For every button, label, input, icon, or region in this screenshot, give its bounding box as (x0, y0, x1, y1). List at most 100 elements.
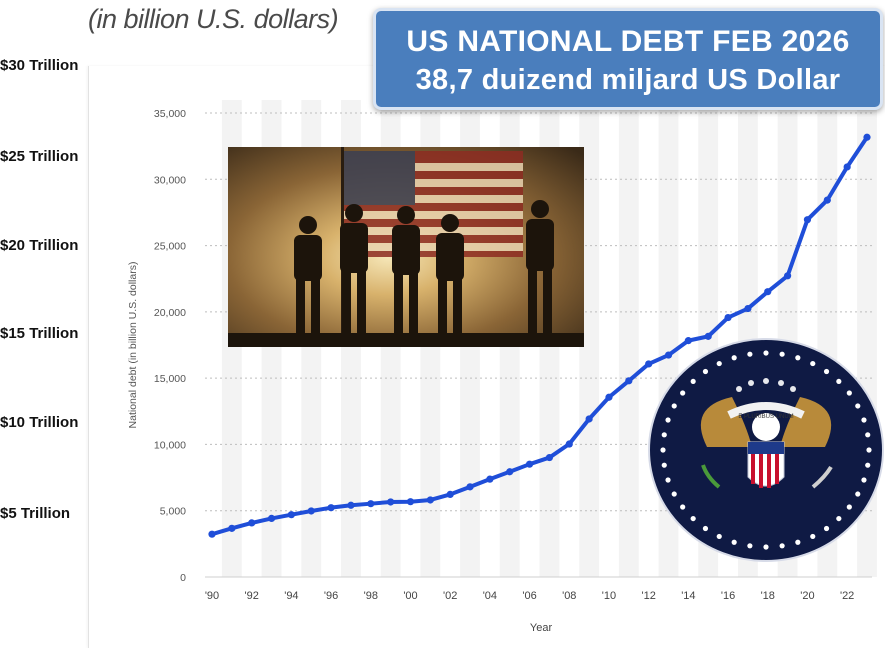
x-tick-label: '10 (602, 590, 616, 602)
seal-star (731, 355, 737, 361)
trillion-label-20: $20 Trillion (0, 237, 79, 254)
y-tick-label: 30,000 (154, 174, 186, 186)
data-point (406, 498, 415, 506)
data-point (267, 514, 276, 523)
data-point (803, 216, 812, 224)
x-tick-label: '18 (761, 590, 775, 602)
headline-banner: US NATIONAL DEBT FEB 2026 38,7 duizend m… (373, 8, 883, 110)
x-tick-label: '22 (840, 590, 854, 602)
seal-star (846, 390, 852, 396)
seal-star (855, 491, 861, 497)
data-point (585, 415, 593, 423)
data-point (287, 511, 295, 519)
data-point (228, 524, 236, 532)
chart-subtitle: (in billion U.S. dollars) (88, 4, 339, 34)
soldiers-flag-photo (228, 147, 584, 347)
data-point (704, 332, 712, 340)
seal-star (690, 378, 696, 385)
x-tick-label: '02 (443, 590, 457, 602)
data-point (784, 272, 792, 280)
trillion-label-5: $5 Trillion (0, 505, 71, 522)
x-tick-label: '96 (324, 590, 338, 602)
seal-star (779, 543, 785, 549)
grid-band (618, 100, 639, 577)
seal-star (763, 350, 769, 356)
x-tick-label: '14 (681, 590, 695, 602)
presidential-seal: E PLURIBUS UNUM (647, 337, 885, 563)
data-point (684, 337, 692, 345)
seal-star (810, 360, 816, 367)
seal-star (702, 525, 709, 532)
data-point (823, 196, 831, 204)
data-point (645, 360, 653, 368)
data-point (506, 468, 514, 476)
data-point (367, 500, 375, 508)
seal-star (690, 515, 696, 522)
grid-band (579, 100, 600, 577)
x-axis-label: Year (530, 622, 553, 634)
seal-star (795, 355, 801, 361)
seal-star (716, 360, 722, 367)
data-point (625, 377, 633, 385)
y-tick-label: 15,000 (154, 373, 186, 385)
seal-star (836, 378, 842, 385)
data-point (466, 483, 474, 491)
seal-star (661, 432, 667, 438)
series-line (210, 135, 869, 537)
seal-star (795, 539, 801, 545)
data-point (565, 440, 573, 448)
seal-motto: E PLURIBUS UNUM (738, 414, 793, 420)
x-axis-ticks: '90 '92 '94 '96 '98 '00 '02 '04 '06 '08 '10 '12 '14 '… (205, 590, 854, 602)
arrows-icon (811, 465, 833, 489)
x-tick-label: '98 (364, 590, 378, 602)
data-point (446, 490, 454, 499)
data-point (863, 133, 871, 141)
eagle-wing-right (780, 397, 832, 447)
y-tick-label: 0 (180, 572, 186, 584)
seal-star (665, 417, 671, 423)
seal-star (865, 432, 871, 438)
seal-star (861, 417, 867, 423)
x-tick-label: '16 (721, 590, 735, 602)
seal-star (779, 351, 785, 357)
seal-star (855, 403, 861, 409)
y-tick-label: 10,000 (154, 439, 186, 451)
x-tick-label: '12 (641, 590, 655, 602)
x-tick-label: '04 (483, 590, 497, 602)
data-point (545, 453, 554, 462)
seal-star (731, 539, 737, 545)
seal-star (680, 504, 686, 510)
x-tick-label: '90 (205, 590, 219, 602)
seal-star (866, 447, 872, 453)
data-point (426, 496, 434, 504)
x-tick-label: '20 (800, 590, 814, 602)
seal-star (865, 462, 871, 468)
seal-star (661, 462, 667, 468)
trillion-label-25: $25 Trillion (0, 148, 79, 165)
seal-star (716, 533, 722, 540)
y-tick-label: 25,000 (154, 241, 186, 253)
data-point (486, 475, 494, 483)
flag (343, 151, 523, 257)
data-point (764, 288, 772, 296)
data-point (525, 460, 534, 468)
seal-star (671, 403, 677, 409)
data-point (843, 163, 851, 171)
x-tick-label: '08 (562, 590, 576, 602)
seal-star (861, 477, 867, 483)
seal-star (747, 543, 753, 549)
seal-star (823, 525, 830, 532)
data-point (307, 507, 315, 515)
banner-title: US NATIONAL DEBT FEB 2026 (406, 25, 850, 58)
seal-star (671, 491, 677, 497)
seal-star (747, 351, 753, 357)
series-debt (208, 133, 871, 538)
seal-star (702, 368, 709, 375)
seal-star (846, 504, 852, 510)
banner-subtitle: 38,7 duizend miljard US Dollar (415, 64, 841, 96)
x-tick-label: '00 (403, 590, 417, 602)
olive-branch-icon (701, 464, 721, 489)
x-tick-label: '06 (522, 590, 536, 602)
data-point (724, 313, 732, 322)
x-tick-label: '92 (245, 590, 259, 602)
